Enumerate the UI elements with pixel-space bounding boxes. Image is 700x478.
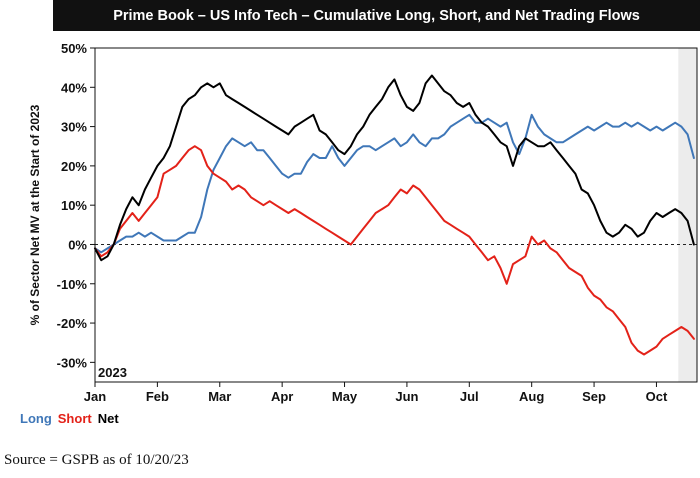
y-axis-label-layer: % of Sector Net MV at the Start of 2023 (28, 104, 42, 325)
x-tick-label: Apr (271, 389, 293, 404)
x-tick-label: Oct (646, 389, 668, 404)
x-tick-label: Jan (84, 389, 106, 404)
x-tick-label: Jun (395, 389, 418, 404)
x-tick-label: May (332, 389, 358, 404)
x-tick-label: Jul (460, 389, 479, 404)
x-ticks-layer: Jan Feb Mar Apr May Jun Jul Aug Sep Oct (84, 382, 668, 404)
series-layer (94, 74, 695, 356)
x-tick-label: Sep (582, 389, 606, 404)
plot-frame-layer (94, 47, 698, 383)
legend-long: Long (20, 411, 52, 426)
x-tick-label: Mar (208, 389, 231, 404)
plot-frame (94, 47, 698, 383)
chart-title: Prime Book – US Info Tech – Cumulative L… (53, 0, 700, 31)
y-tick-label: 50% (61, 41, 87, 56)
y-tick-label: 40% (61, 80, 87, 95)
legend-short: Short (57, 411, 92, 426)
source-note: Source = GSPB as of 10/20/23 (4, 452, 189, 468)
series-line-short (94, 145, 695, 356)
series-line-net (94, 74, 695, 262)
series-line-long (94, 113, 695, 254)
year-label: 2023 (98, 365, 127, 380)
chart-title-text: Prime Book – US Info Tech – Cumulative L… (113, 7, 640, 24)
x-tick-label: Feb (146, 389, 169, 404)
y-tick-label: -20% (57, 316, 88, 331)
shaded-region-layer (678, 48, 697, 382)
y-axis-label: % of Sector Net MV at the Start of 2023 (28, 104, 42, 325)
y-tick-label: 10% (61, 198, 87, 213)
y-tick-label: -30% (57, 355, 88, 370)
y-ticks-layer: 50% 40% 30% 20% 10% 0% -10% -20% -30% (57, 41, 95, 370)
y-tick-label: 0% (68, 237, 87, 252)
y-tick-label: -10% (57, 277, 88, 292)
shaded-region (678, 48, 697, 382)
x-tick-label: Aug (519, 389, 544, 404)
y-tick-label: 30% (61, 120, 87, 135)
y-tick-label: 20% (61, 159, 87, 174)
legend: Long Short Net (20, 411, 125, 426)
legend-net: Net (97, 411, 119, 426)
